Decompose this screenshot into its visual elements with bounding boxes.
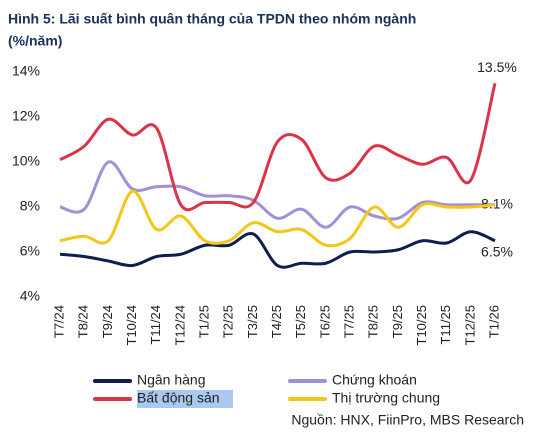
- data-label: 13.5%: [477, 59, 517, 75]
- x-tick-label: T3/25: [245, 305, 260, 338]
- chart-subtitle: (%/năm): [8, 33, 62, 49]
- x-tick-label: T5/25: [293, 305, 308, 338]
- x-tick-label: T9/24: [100, 305, 115, 338]
- x-tick-label: T10/24: [124, 305, 139, 345]
- x-tick-label: T7/24: [51, 305, 66, 338]
- legend-label: Thị trường chung: [332, 390, 440, 406]
- x-tick-label: T11/25: [438, 305, 453, 345]
- x-tick-label: T4/25: [269, 305, 284, 338]
- source: Nguồn: HNX, FiinPro, MBS Research: [291, 412, 524, 428]
- x-tick-label: T8/25: [366, 305, 381, 338]
- x-tick-label: T1/25: [196, 305, 211, 338]
- x-tick-label: T11/24: [148, 305, 163, 345]
- data-label: 6.5%: [481, 243, 513, 259]
- x-tick-label: T7/25: [341, 305, 356, 338]
- x-tick-label: T12/25: [462, 305, 477, 345]
- y-tick-label: 4%: [20, 288, 40, 304]
- x-tick-label: T1/26: [486, 305, 501, 338]
- y-tick-label: 6%: [20, 243, 40, 259]
- series-line: [59, 230, 496, 269]
- x-tick-label: T10/25: [414, 305, 429, 345]
- data-label: 8.1%: [481, 195, 513, 211]
- x-tick-label: T8/24: [76, 305, 91, 338]
- y-tick-label: 12%: [12, 108, 40, 124]
- x-tick-label: T2/25: [221, 305, 236, 338]
- y-tick-label: 8%: [20, 198, 40, 214]
- y-tick-label: 14%: [12, 63, 40, 79]
- x-tick-label: T9/25: [390, 305, 405, 338]
- legend-highlight: [137, 390, 233, 408]
- series-line: [59, 82, 497, 212]
- legend-label: Chứng khoán: [332, 372, 417, 388]
- series-line: [59, 160, 495, 229]
- series-line: [59, 189, 496, 248]
- y-tick-label: 10%: [12, 153, 40, 169]
- chart-title: Hình 5: Lãi suất bình quân tháng của TPD…: [8, 11, 416, 27]
- legend-label: Ngân hàng: [137, 372, 206, 388]
- x-tick-label: T6/25: [317, 305, 332, 338]
- legend-label: Bất động sản: [137, 390, 220, 406]
- x-tick-label: T12/24: [172, 305, 187, 345]
